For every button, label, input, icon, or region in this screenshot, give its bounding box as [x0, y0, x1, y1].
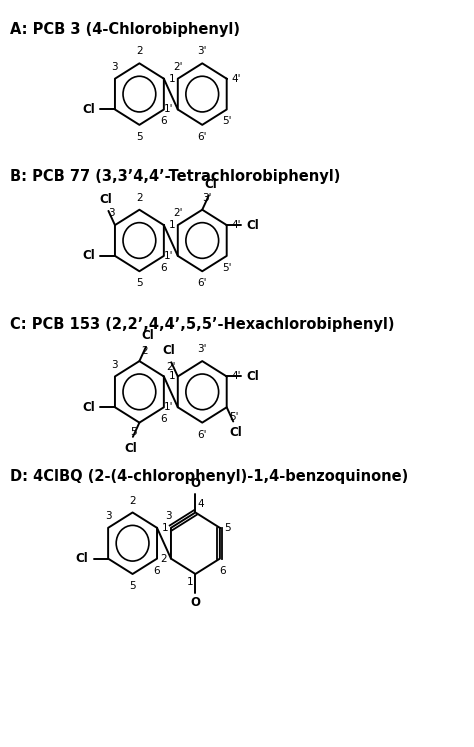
Text: 6: 6 [161, 414, 167, 424]
Text: 1: 1 [168, 74, 175, 84]
Text: 1: 1 [168, 220, 175, 230]
Text: B: PCB 77 (3,3’4,4’-Tetrachlorobiphenyl): B: PCB 77 (3,3’4,4’-Tetrachlorobiphenyl) [9, 169, 340, 184]
Text: Cl: Cl [82, 400, 95, 414]
Text: 6: 6 [161, 263, 167, 273]
Text: Cl: Cl [246, 219, 259, 232]
Text: 4: 4 [198, 499, 204, 509]
Text: 1': 1' [164, 105, 173, 114]
Text: 6: 6 [161, 117, 167, 126]
Text: 6: 6 [219, 565, 226, 575]
Text: Cl: Cl [246, 370, 259, 383]
Text: 5: 5 [130, 427, 137, 438]
Text: 6': 6' [198, 430, 207, 439]
Text: 3: 3 [112, 359, 118, 370]
Text: 3': 3' [198, 344, 207, 354]
Text: 2': 2' [166, 362, 175, 371]
Text: Cl: Cl [82, 249, 95, 262]
Text: 1: 1 [162, 523, 168, 533]
Text: Cl: Cl [142, 329, 155, 342]
Text: 1': 1' [164, 251, 173, 261]
Text: 5: 5 [224, 523, 231, 533]
Text: 2: 2 [136, 46, 143, 56]
Text: Cl: Cl [76, 552, 89, 565]
Text: 6': 6' [198, 131, 207, 142]
Text: 3: 3 [105, 511, 111, 521]
Text: Cl: Cl [229, 427, 242, 439]
Text: 1: 1 [168, 371, 175, 382]
Text: 5': 5' [229, 412, 238, 422]
Text: D: 4ClBQ (2-(4-chlorophenyl)-1,4-benzoquinone): D: 4ClBQ (2-(4-chlorophenyl)-1,4-benzoqu… [9, 469, 408, 484]
Text: 5': 5' [222, 263, 231, 273]
Text: 4': 4' [231, 371, 241, 382]
Text: 2: 2 [160, 554, 166, 564]
Text: 5: 5 [129, 581, 136, 591]
Text: Cl: Cl [82, 103, 95, 116]
Text: 2': 2' [173, 62, 182, 72]
Text: A: PCB 3 (4-Chlorobiphenyl): A: PCB 3 (4-Chlorobiphenyl) [9, 22, 240, 37]
Text: Cl: Cl [205, 178, 218, 190]
Text: 3: 3 [112, 62, 118, 72]
Text: 1: 1 [186, 577, 193, 587]
Text: Cl: Cl [163, 344, 175, 357]
Text: O: O [191, 596, 201, 610]
Text: 3': 3' [198, 46, 207, 56]
Text: 2: 2 [136, 193, 143, 202]
Text: 4': 4' [231, 220, 241, 230]
Text: O: O [191, 477, 201, 490]
Text: Cl: Cl [124, 441, 137, 455]
Text: 3: 3 [109, 208, 115, 218]
Text: 4': 4' [231, 74, 241, 84]
Text: 5: 5 [136, 131, 143, 142]
Text: 5': 5' [222, 117, 231, 126]
Text: 2: 2 [142, 346, 148, 356]
Text: Cl: Cl [100, 193, 112, 206]
Text: 6': 6' [198, 278, 207, 288]
Text: 2: 2 [129, 495, 136, 506]
Text: 3: 3 [165, 511, 172, 521]
Text: 2': 2' [173, 208, 182, 218]
Text: 3': 3' [202, 193, 212, 202]
Text: 5: 5 [136, 278, 143, 288]
Text: 1': 1' [164, 402, 173, 412]
Text: 6: 6 [154, 565, 160, 575]
Text: C: PCB 153 (2,2’,4,4’,5,5’-Hexachlorobiphenyl): C: PCB 153 (2,2’,4,4’,5,5’-Hexachlorobip… [9, 317, 394, 332]
